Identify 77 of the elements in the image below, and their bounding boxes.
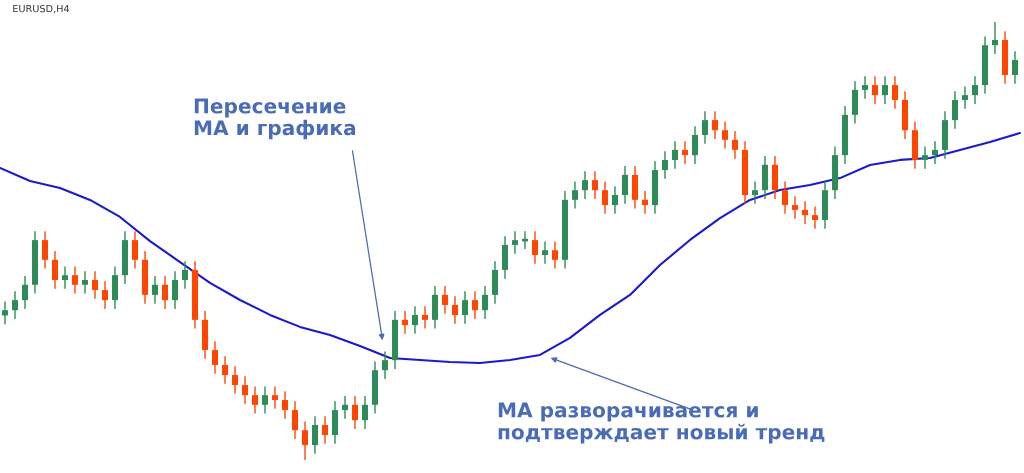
- candlestick: [952, 90, 958, 130]
- candlestick: [212, 340, 218, 375]
- candlestick: [592, 170, 598, 200]
- candlestick: [732, 130, 738, 160]
- candlestick: [752, 180, 758, 205]
- candlestick: [262, 385, 268, 415]
- candlestick: [152, 275, 158, 305]
- candlestick: [422, 305, 428, 330]
- candlestick: [12, 290, 18, 320]
- candlestick: [552, 240, 558, 270]
- candlestick: [992, 22, 998, 55]
- candlestick: [462, 290, 468, 325]
- candlestick: [362, 395, 368, 430]
- candlestick: [722, 120, 728, 150]
- candlestick: [702, 110, 708, 145]
- candlestick: [322, 415, 328, 445]
- candlestick: [622, 165, 628, 205]
- candlestick: [442, 285, 448, 315]
- candlestick: [312, 415, 318, 455]
- candlestick: [582, 170, 588, 200]
- candlestick: [972, 75, 978, 105]
- candlestick: [682, 140, 688, 165]
- candlestick: [532, 230, 538, 265]
- candlestick: [792, 195, 798, 220]
- candlestick: [222, 355, 228, 385]
- candlestick: [102, 280, 108, 310]
- candlestick: [692, 125, 698, 165]
- candlestick: [802, 200, 808, 225]
- candlestick: [302, 420, 308, 460]
- candlestick: [602, 180, 608, 215]
- candlestick: [242, 375, 248, 405]
- candlestick: [812, 205, 818, 230]
- candlestick: [22, 275, 28, 310]
- candlestick: [182, 260, 188, 290]
- candlestick: [472, 290, 478, 320]
- candlestick: [1012, 50, 1018, 85]
- candlestick: [452, 295, 458, 325]
- candlestick: [62, 265, 68, 290]
- candlestick: [572, 180, 578, 210]
- candlestick: [872, 75, 878, 105]
- candlestick: [92, 270, 98, 300]
- candlestick: [922, 145, 928, 170]
- candlestick: [932, 140, 938, 165]
- candlestick: [232, 365, 238, 395]
- candlestick: [862, 75, 868, 100]
- candlestick: [162, 275, 168, 310]
- candlestick: [882, 75, 888, 105]
- candlestick: [892, 75, 898, 110]
- candlestick: [412, 305, 418, 335]
- candlestick: [402, 310, 408, 335]
- candlestick: [782, 180, 788, 215]
- candlestick: [82, 270, 88, 295]
- candlestick: [712, 110, 718, 140]
- candlestick: [352, 395, 358, 430]
- candlestick: [42, 230, 48, 270]
- candlestick: [292, 400, 298, 440]
- candlestick: [482, 285, 488, 320]
- candlestick: [612, 185, 618, 215]
- candlestick: [512, 230, 518, 255]
- candlestick: [342, 395, 348, 420]
- candlestick: [272, 385, 278, 410]
- candlestick: [252, 385, 258, 415]
- candlestick: [382, 350, 388, 380]
- annotation: Пересечение МА и графика: [194, 98, 356, 140]
- candlestick: [672, 140, 678, 170]
- candlestick: [642, 190, 648, 215]
- candlestick: [542, 240, 548, 265]
- candlestick: [52, 250, 58, 290]
- candlestick: [662, 150, 668, 180]
- annotation: МА разворачивается и подтверждает новый тренд: [498, 402, 825, 444]
- candlestick: [282, 390, 288, 420]
- candlestick: [962, 85, 968, 110]
- candlestick: [72, 265, 78, 295]
- chart-title: EURUSD,H4: [13, 4, 70, 14]
- candlestick: [132, 230, 138, 270]
- candlestick: [172, 270, 178, 310]
- candlestick: [2, 300, 8, 325]
